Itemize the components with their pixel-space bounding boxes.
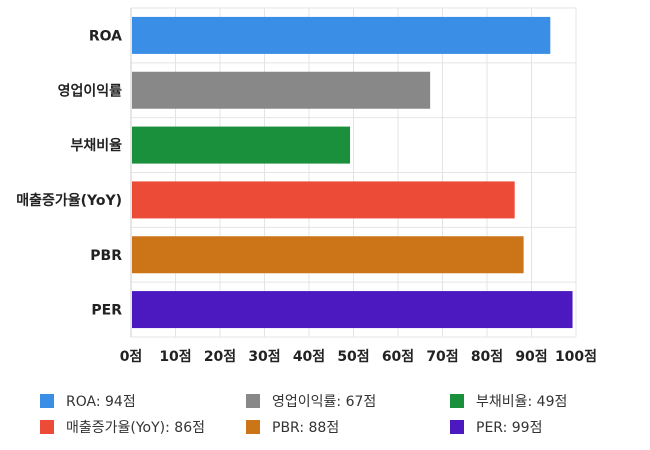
legend-swatch — [246, 420, 260, 434]
legend-item: PBR: 88점 — [246, 417, 339, 437]
legend-item: 영업이익률: 67점 — [246, 391, 376, 411]
bar — [132, 16, 551, 54]
x-tick-label: 100점 — [555, 348, 597, 365]
legend-swatch — [450, 420, 464, 434]
category-label: 영업이익률 — [58, 82, 123, 99]
legend-item: 매출증가율(YoY): 86점 — [40, 417, 205, 437]
x-tick-label: 20점 — [204, 348, 236, 365]
category-label: 부채비율 — [70, 137, 122, 154]
x-tick-label: 10점 — [159, 348, 191, 365]
legend-label: 영업이익률: 67점 — [272, 394, 377, 410]
bar — [132, 126, 351, 164]
x-tick-label: 70점 — [426, 348, 458, 365]
legend-swatch — [40, 420, 54, 434]
legend-label: PER: 99점 — [476, 420, 543, 436]
x-tick-label: 80점 — [471, 348, 503, 365]
x-tick-label: 90점 — [515, 348, 547, 365]
legend-swatch — [40, 394, 54, 408]
category-label: 매출증가율(YoY) — [16, 192, 122, 209]
legend-label: 매출증가율(YoY): 86점 — [66, 420, 205, 436]
bar — [132, 236, 524, 274]
legend-item: ROA: 94점 — [40, 391, 136, 411]
legend-item: PER: 99점 — [450, 417, 542, 437]
x-tick-label: 30점 — [248, 348, 280, 365]
x-tick-label: 50점 — [337, 348, 369, 365]
bar — [132, 181, 515, 219]
legend-label: PBR: 88점 — [272, 420, 340, 436]
bar — [132, 71, 431, 109]
category-label: PER — [91, 303, 122, 319]
legend-swatch — [246, 394, 260, 408]
legend-swatch — [450, 394, 464, 408]
legend-label: ROA: 94점 — [66, 394, 136, 410]
category-label: ROA — [89, 28, 122, 44]
category-label: PBR — [90, 248, 122, 264]
x-tick-label: 0점 — [120, 348, 143, 365]
x-tick-label: 60점 — [382, 348, 414, 365]
legend-item: 부채비율: 49점 — [450, 391, 567, 411]
x-tick-label: 40점 — [293, 348, 325, 365]
bar — [132, 291, 573, 329]
legend-label: 부채비율: 49점 — [476, 394, 568, 410]
